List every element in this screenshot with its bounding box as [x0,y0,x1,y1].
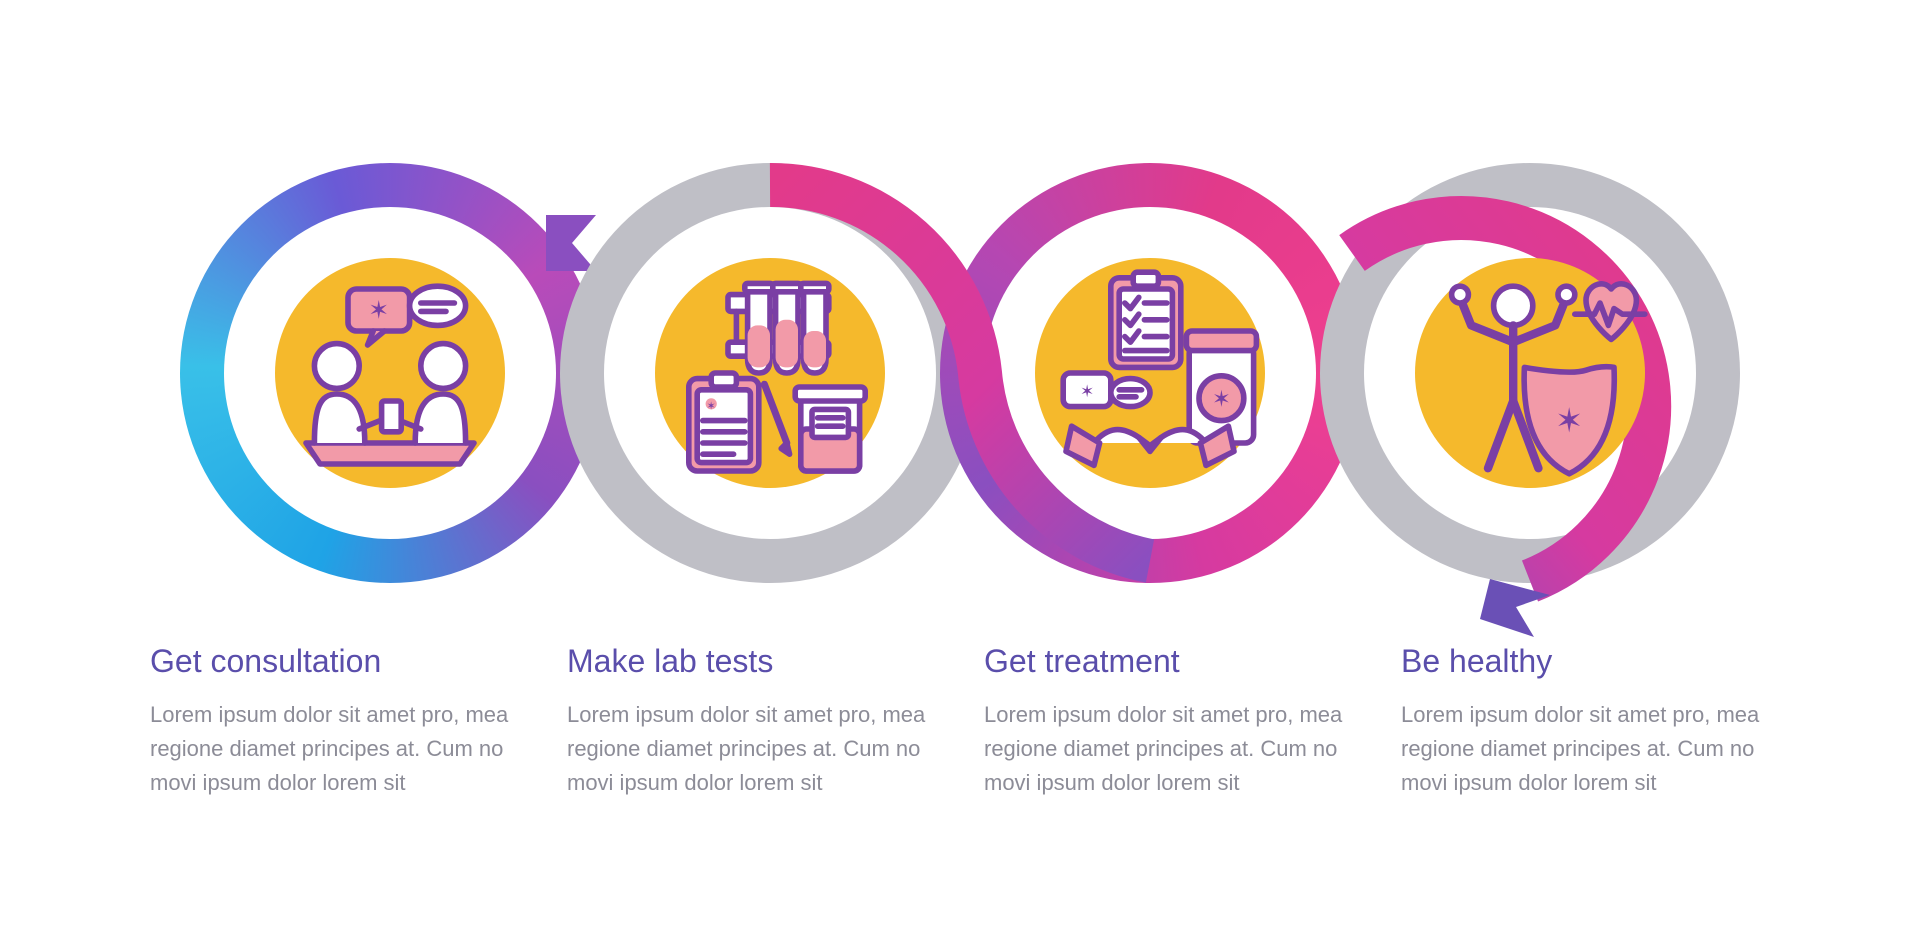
consultation-icon: ✶ [250,233,530,513]
step-healthy: Be healthy Lorem ipsum dolor sit amet pr… [1401,643,1770,800]
step-treatment: Get treatment Lorem ipsum dolor sit amet… [984,643,1353,800]
labels-row: Get consultation Lorem ipsum dolor sit a… [110,643,1810,800]
svg-text:✶: ✶ [1212,386,1231,411]
step-body: Lorem ipsum dolor sit amet pro, mea regi… [150,698,519,800]
step-body: Lorem ipsum dolor sit amet pro, mea regi… [567,698,936,800]
rings-row: ✶ [180,133,1740,613]
ring-treatment: ✶ ✶ [940,163,1360,583]
healthy-icon: ✶ [1390,233,1670,513]
step-title: Get consultation [150,643,519,680]
ring-labtests: ✶ [560,163,980,583]
step-title: Make lab tests [567,643,936,680]
step-body: Lorem ipsum dolor sit amet pro, mea regi… [984,698,1353,800]
svg-text:✶: ✶ [1555,403,1583,440]
step-consultation: Get consultation Lorem ipsum dolor sit a… [150,643,519,800]
ring-consultation: ✶ [180,163,600,583]
infographic-stage: ✶ [110,133,1810,800]
ring-healthy: ✶ [1320,163,1740,583]
labtests-icon: ✶ [630,233,910,513]
step-body: Lorem ipsum dolor sit amet pro, mea regi… [1401,698,1770,800]
svg-text:✶: ✶ [1080,382,1094,401]
svg-text:✶: ✶ [707,400,716,412]
treatment-icon: ✶ ✶ [1010,233,1290,513]
step-labtests: Make lab tests Lorem ipsum dolor sit ame… [567,643,936,800]
step-title: Get treatment [984,643,1353,680]
svg-text:✶: ✶ [368,296,389,324]
step-title: Be healthy [1401,643,1770,680]
